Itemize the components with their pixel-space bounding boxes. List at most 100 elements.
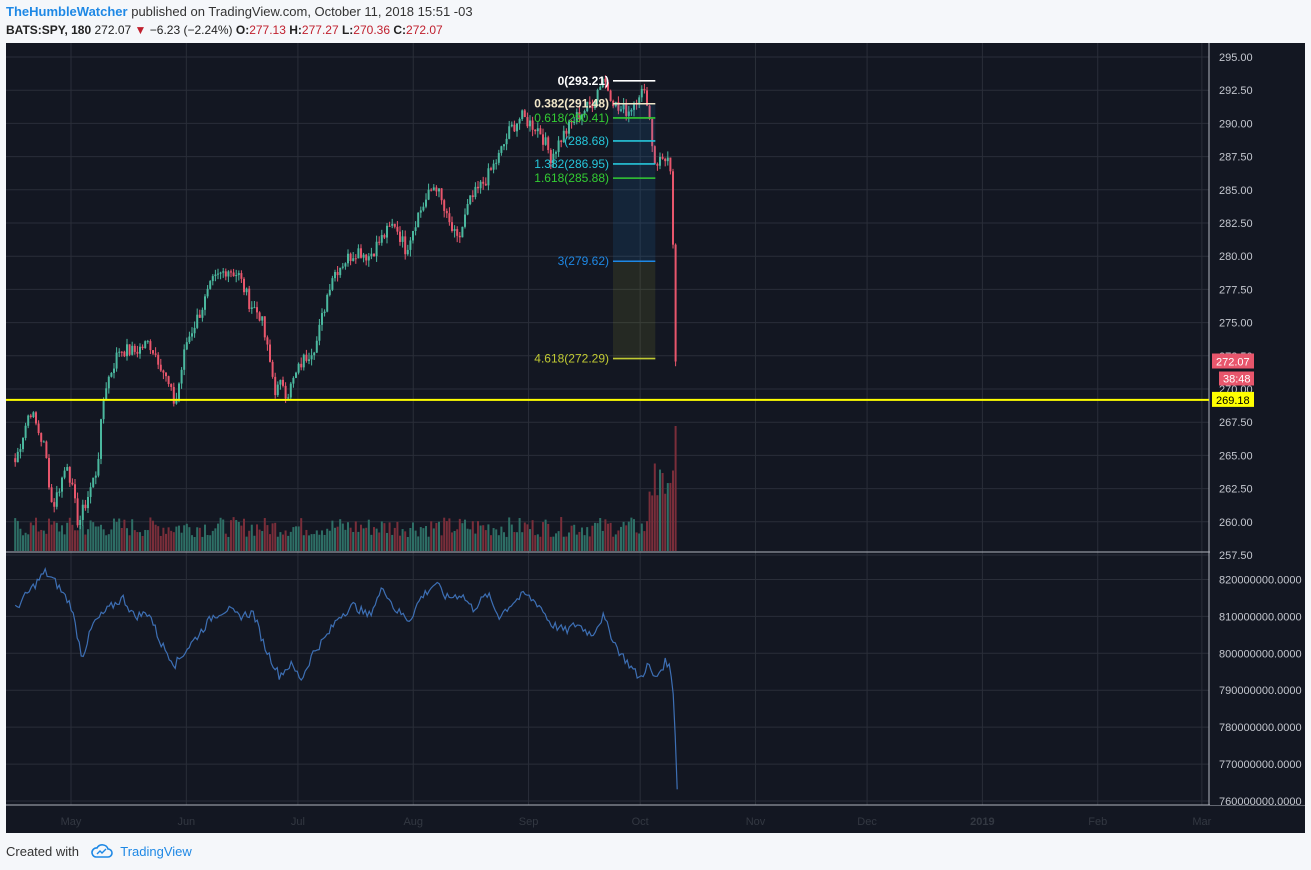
volume-bar — [50, 524, 53, 551]
candle-body — [497, 152, 500, 163]
volume-bar — [651, 495, 654, 551]
candle-body — [625, 104, 628, 116]
candle-body — [279, 379, 282, 385]
volume-bar — [282, 534, 284, 551]
candle-body — [58, 491, 61, 493]
volume-bar — [612, 536, 615, 551]
volume-bar — [232, 517, 235, 551]
volume-bar — [118, 518, 121, 551]
candle-body — [269, 344, 271, 362]
candle-body — [42, 441, 45, 443]
candle-body — [578, 112, 581, 120]
close-value: 272.07 — [406, 23, 443, 37]
candle-body — [518, 119, 521, 124]
candle-body — [620, 109, 622, 111]
candle-body — [443, 200, 446, 211]
volume-bar — [102, 529, 105, 551]
candle-body — [237, 273, 240, 276]
volume-bar — [672, 470, 674, 551]
candle-body — [365, 254, 368, 261]
candle-body — [646, 90, 648, 106]
candle-body — [258, 312, 261, 321]
volume-bar — [206, 535, 209, 551]
candle-body — [508, 126, 511, 139]
volume-bar — [640, 523, 643, 551]
candle-body — [196, 314, 199, 328]
indicator-tick-label: 810000000.0000 — [1219, 611, 1302, 623]
price-tick-label: 267.50 — [1219, 417, 1253, 429]
candle-body — [399, 231, 401, 242]
support-price-label: 269.18 — [1216, 395, 1250, 407]
volume-bar — [505, 536, 508, 551]
volume-bar — [201, 536, 204, 551]
candle-body — [100, 419, 102, 459]
volume-bar — [266, 525, 269, 551]
candle-body — [297, 363, 300, 373]
candle-body — [458, 235, 461, 238]
chart-svg[interactable]: 0(293.21) 0.382(291.48)0.618(290.41) (288.… — [6, 43, 1305, 833]
indicator-tick-label: 820000000.0000 — [1219, 574, 1302, 586]
candle-body — [500, 146, 503, 153]
tradingview-brand-link[interactable]: TradingView — [120, 844, 192, 859]
volume-bar — [178, 525, 180, 551]
candle-body — [87, 496, 89, 509]
candle-body — [310, 355, 313, 360]
candle-body — [113, 368, 115, 373]
volume-bar — [269, 534, 271, 551]
candle-body — [146, 341, 149, 343]
candle-body — [354, 258, 357, 260]
volume-bar — [588, 536, 591, 551]
candle-body — [300, 363, 303, 368]
volume-bar — [604, 519, 607, 551]
volume-bar — [188, 527, 191, 551]
volume-bar — [48, 518, 50, 551]
volume-bar — [292, 527, 295, 551]
candle-body — [16, 451, 19, 463]
candle-body — [557, 140, 560, 153]
candle-body — [487, 168, 490, 186]
volume-bar — [287, 535, 290, 551]
candle-body — [22, 437, 24, 450]
fib-level-label: 0(293.21) — [558, 74, 609, 88]
candle-body — [586, 101, 589, 112]
close-label: C: — [393, 23, 407, 37]
volume-bar — [341, 523, 344, 551]
volume-bar — [42, 530, 45, 551]
volume-bar — [451, 532, 453, 551]
countdown-marker — [1219, 371, 1254, 386]
volume-bar — [362, 528, 365, 551]
candle-body — [175, 398, 178, 404]
author-link[interactable]: TheHumbleWatcher — [6, 4, 128, 19]
candle-body — [61, 477, 63, 492]
volume-bar — [328, 530, 331, 551]
volume-bar — [614, 534, 617, 551]
candle-body — [48, 458, 50, 488]
candle-body — [193, 327, 196, 334]
candle-body — [438, 188, 440, 192]
volume-bar — [339, 519, 342, 551]
candle-body — [549, 150, 552, 164]
volume-bar — [367, 519, 370, 551]
volume-bar — [534, 535, 537, 551]
candle-body — [451, 222, 453, 231]
volume-bar — [601, 530, 604, 551]
volume-bar — [302, 535, 305, 551]
volume-bar — [279, 532, 282, 551]
volume-bar — [68, 517, 71, 551]
candle-body — [380, 235, 383, 243]
time-tick-label: Oct — [632, 816, 649, 828]
candle-body — [653, 146, 656, 164]
candle-body — [432, 187, 435, 191]
chart-area[interactable]: 0(293.21) 0.382(291.48) 0.618(290.41) (288.… — [6, 43, 1305, 833]
candle-body — [547, 137, 550, 151]
tradingview-cloud-icon — [90, 844, 113, 858]
candle-body — [643, 88, 646, 91]
volume-bar — [87, 529, 89, 551]
price-tick-label: 282.50 — [1219, 218, 1253, 230]
candle-body — [256, 307, 258, 313]
volume-bar — [110, 529, 113, 551]
volume-bar — [128, 535, 131, 551]
candle-body — [373, 253, 375, 257]
candle-body — [349, 253, 352, 261]
volume-bar — [230, 520, 232, 551]
